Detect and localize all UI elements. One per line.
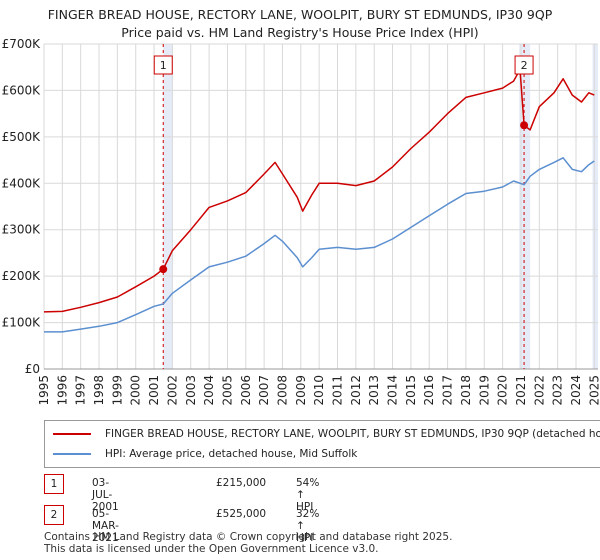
transaction-price: £525,000	[216, 508, 267, 520]
x-tick-label: 2022	[532, 375, 546, 406]
legend-swatch-property	[53, 433, 91, 435]
price-chart: £0 £100K £200K £300K £400K £500K £600K £700K 19…	[2, 37, 600, 406]
x-tick-label: 2001	[147, 375, 161, 406]
x-tick-label: 1998	[92, 375, 106, 406]
sale-point	[159, 265, 168, 274]
x-tick-label: 1999	[110, 375, 124, 406]
shaded-period	[519, 44, 531, 369]
transaction-date: 05-MAR-2021	[92, 508, 119, 544]
transaction-badge: 1	[44, 474, 64, 494]
x-tick-label: 2005	[220, 375, 234, 406]
legend-item-property: FINGER BREAD HOUSE, RECTORY LANE, WOOLPI…	[45, 424, 600, 444]
x-tick-label: 2002	[165, 375, 179, 406]
x-tick-label: 2012	[349, 375, 363, 406]
sale-point	[520, 121, 529, 130]
x-tick-label: 1995	[37, 375, 51, 406]
x-tick-label: 2011	[331, 375, 345, 406]
footer-licence: This data is licensed under the Open Gov…	[44, 543, 379, 555]
gridlines	[43, 43, 598, 370]
x-tick-label: 2008	[275, 375, 289, 406]
x-tick-label: 2006	[239, 375, 253, 406]
x-tick-label: 2010	[312, 375, 326, 406]
x-tick-label: 1997	[74, 375, 88, 406]
y-tick-label: £400K	[2, 176, 42, 190]
y-tick-label: £0	[25, 362, 40, 376]
chart-title-line1: FINGER BREAD HOUSE, RECTORY LANE, WOOLPI…	[47, 7, 553, 22]
legend: FINGER BREAD HOUSE, RECTORY LANE, WOOLPI…	[44, 420, 600, 468]
transaction-hpi-change: 54% ↑ HPI	[296, 477, 320, 513]
y-tick-label: £300K	[2, 223, 42, 237]
x-tick-label: 2004	[202, 375, 216, 406]
y-axis: £0 £100K £200K £300K £400K £500K £600K £700K	[2, 37, 42, 376]
legend-item-hpi: HPI: Average price, detached house, Mid …	[45, 444, 357, 464]
sale-badge-label: 2	[521, 59, 528, 72]
y-tick-label: £500K	[2, 130, 42, 144]
transaction-hpi-change: 32% ↑ HPI	[296, 508, 320, 544]
sale-marker-lines	[162, 44, 525, 369]
y-tick-label: £100K	[2, 316, 42, 330]
x-axis: 1995 1996 1997 1998 1999 2000 2001 2002 2003 2004…	[37, 375, 600, 406]
transaction-date: 03-JUL-2001	[92, 477, 119, 513]
x-tick-label: 2007	[257, 375, 271, 406]
x-tick-label: 2024	[569, 375, 583, 406]
x-tick-label: 2021	[514, 375, 528, 406]
y-tick-label: £600K	[2, 83, 42, 97]
transaction-price: £215,000	[216, 477, 267, 489]
sale-badge-box	[153, 55, 173, 75]
x-tick-label: 2003	[184, 375, 198, 406]
x-tick-label: 2025	[587, 375, 600, 406]
shaded-period	[592, 44, 598, 369]
shaded-period	[163, 44, 173, 369]
footer-copyright: Contains HM Land Registry data © Crown c…	[44, 531, 453, 543]
sale-points	[159, 121, 529, 274]
y-tick-label: £700K	[2, 37, 42, 51]
x-tick-label: 1996	[55, 375, 69, 406]
sale-period-shading	[163, 44, 598, 369]
transaction-badge: 2	[44, 505, 64, 525]
x-tick-label: 2014	[386, 375, 400, 406]
y-tick-label: £200K	[2, 269, 42, 283]
x-tick-label: 2019	[477, 375, 491, 406]
hpi-line	[44, 157, 595, 333]
x-tick-label: 2018	[459, 375, 473, 406]
chart-title-line2: Price paid vs. HM Land Registry's House …	[121, 25, 479, 40]
legend-swatch-hpi	[53, 453, 91, 455]
x-tick-label: 2013	[367, 375, 381, 406]
sale-badge-label: 1	[160, 59, 167, 72]
legend-label-property: FINGER BREAD HOUSE, RECTORY LANE, WOOLPI…	[105, 428, 600, 440]
x-tick-label: 2009	[294, 375, 308, 406]
x-tick-label: 2023	[551, 375, 565, 406]
x-tick-label: 2017	[441, 375, 455, 406]
x-tick-label: 2015	[404, 375, 418, 406]
x-tick-label: 2020	[496, 375, 510, 406]
x-tick-label: 2016	[422, 375, 436, 406]
x-tick-label: 2000	[129, 375, 143, 406]
sale-badge-box	[514, 55, 534, 75]
legend-label-hpi: HPI: Average price, detached house, Mid …	[105, 448, 358, 460]
